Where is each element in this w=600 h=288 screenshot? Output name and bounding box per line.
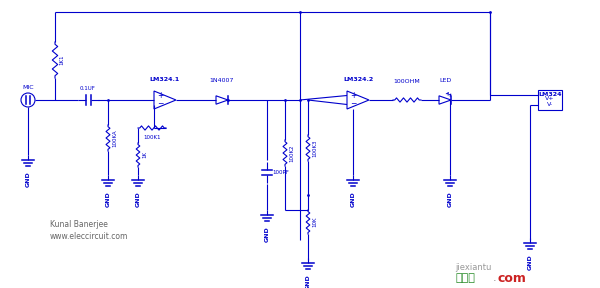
Text: www.eleccircuit.com: www.eleccircuit.com <box>50 232 128 241</box>
Text: GND: GND <box>350 191 355 207</box>
Text: 100KA: 100KA <box>112 129 117 147</box>
Text: 10K: 10K <box>312 217 317 227</box>
Text: .: . <box>493 273 497 283</box>
Text: com: com <box>497 272 526 285</box>
Text: LM324: LM324 <box>538 92 562 96</box>
Text: GND: GND <box>305 274 311 288</box>
Text: GND: GND <box>106 191 110 207</box>
Text: 1K: 1K <box>142 151 147 158</box>
Text: 0.1UF: 0.1UF <box>80 86 96 91</box>
Text: 1N4007: 1N4007 <box>210 78 234 83</box>
Text: V-: V- <box>547 103 553 107</box>
Text: +: + <box>157 92 163 101</box>
Text: GND: GND <box>136 191 140 207</box>
Text: 100K1: 100K1 <box>143 135 161 140</box>
Text: 1K1: 1K1 <box>59 55 64 65</box>
Text: −: − <box>157 99 163 109</box>
Text: GND: GND <box>527 254 533 270</box>
Text: GND: GND <box>448 191 452 207</box>
Text: 100PF: 100PF <box>272 170 289 175</box>
Text: LED: LED <box>439 78 451 83</box>
Text: MIC: MIC <box>22 85 34 90</box>
Text: GND: GND <box>25 171 31 187</box>
Text: LM324.1: LM324.1 <box>150 77 180 82</box>
Text: V+: V+ <box>545 96 555 101</box>
Text: 100OHM: 100OHM <box>394 79 421 84</box>
Text: Kunal Banerjee: Kunal Banerjee <box>50 220 108 229</box>
Text: +: + <box>350 92 356 101</box>
Text: jiexiantu: jiexiantu <box>455 264 491 272</box>
Text: 100K2: 100K2 <box>289 144 294 162</box>
Text: GND: GND <box>265 226 269 242</box>
Text: 100K3: 100K3 <box>312 139 317 157</box>
Text: −: − <box>350 99 356 109</box>
Bar <box>538 90 562 110</box>
Text: LM324.2: LM324.2 <box>343 77 373 82</box>
Text: 接线图: 接线图 <box>455 273 475 283</box>
